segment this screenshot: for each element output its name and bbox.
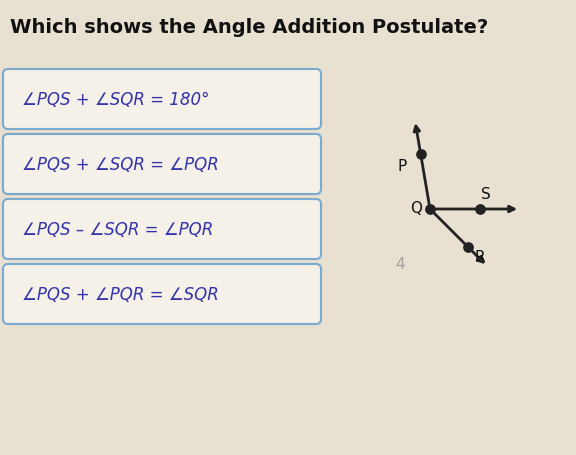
Point — [475, 206, 484, 213]
FancyBboxPatch shape — [3, 200, 321, 259]
Text: ∠PQS – ∠SQR = ∠PQR: ∠PQS – ∠SQR = ∠PQR — [22, 221, 213, 238]
Text: Q: Q — [410, 201, 422, 216]
Text: S: S — [482, 187, 491, 202]
FancyBboxPatch shape — [3, 70, 321, 130]
Text: 4: 4 — [395, 257, 405, 272]
Point — [464, 244, 473, 251]
Text: ∠PQS + ∠SQR = ∠PQR: ∠PQS + ∠SQR = ∠PQR — [22, 156, 219, 174]
FancyBboxPatch shape — [3, 264, 321, 324]
Text: Which shows the Angle Addition Postulate?: Which shows the Angle Addition Postulate… — [10, 18, 488, 37]
Text: P: P — [397, 159, 407, 174]
Point — [416, 151, 425, 158]
Point — [426, 206, 435, 213]
Text: ∠PQS + ∠SQR = 180°: ∠PQS + ∠SQR = 180° — [22, 91, 210, 109]
Text: ∠PQS + ∠PQR = ∠SQR: ∠PQS + ∠PQR = ∠SQR — [22, 285, 219, 303]
Text: R: R — [474, 250, 485, 265]
FancyBboxPatch shape — [3, 135, 321, 195]
